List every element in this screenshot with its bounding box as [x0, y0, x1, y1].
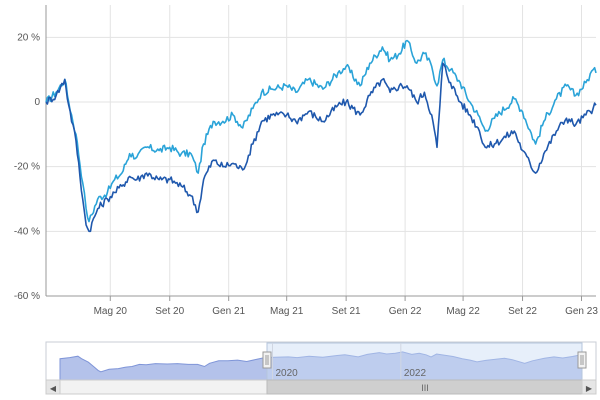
grid	[46, 5, 596, 297]
x-tick-label: Mag 22	[446, 306, 480, 317]
x-tick-label: Gen 23	[565, 306, 598, 317]
handle-body[interactable]	[262, 351, 272, 369]
scrollbar-grip[interactable]: III	[421, 383, 429, 393]
y-tick-label: -40 %	[14, 226, 40, 237]
handle-body[interactable]	[577, 351, 587, 369]
x-tick-label: Set 20	[155, 306, 184, 317]
y-tick-label: -20 %	[14, 162, 40, 173]
navigator-left-handle[interactable]	[262, 351, 272, 369]
navigator-right-handle[interactable]	[577, 351, 587, 369]
y-tick-label: 0	[34, 97, 40, 108]
scrollbar[interactable]: III ◀ ▶	[45, 379, 597, 395]
x-tick-label: Gen 21	[212, 306, 245, 317]
y-tick-label: -60 %	[14, 291, 40, 302]
scrollbar-right-arrow-icon[interactable]: ▶	[586, 384, 593, 393]
y-tick-label: 20 %	[17, 32, 40, 43]
series-line-2	[45, 62, 597, 233]
scrollbar-right-button[interactable]	[581, 379, 597, 395]
navigator-selection[interactable]	[266, 342, 583, 381]
navigator[interactable]: 2020 2022	[45, 341, 597, 381]
x-tick-label: Set 21	[332, 306, 361, 317]
navigator-tick-label: 2020	[276, 368, 299, 379]
series-lines	[45, 39, 597, 233]
series-line-1	[45, 39, 597, 223]
navigator-tick-label: 2022	[404, 368, 427, 379]
axes	[45, 5, 596, 301]
x-tick-label: Mag 21	[270, 306, 304, 317]
scrollbar-left-button[interactable]	[45, 379, 61, 395]
x-tick-label: Mag 20	[94, 306, 128, 317]
navigator-series-area	[59, 351, 583, 381]
scrollbar-left-arrow-icon[interactable]: ◀	[50, 384, 57, 393]
x-tick-label: Set 22	[508, 306, 537, 317]
x-axis-ticks: Mag 20 Set 20 Gen 21 Mag 21 Set 21 Gen 22 Mag …	[94, 306, 599, 317]
y-axis-ticks: 20 % 0 -20 % -40 % -60 %	[14, 32, 41, 302]
navigator-ticks: 2020 2022	[272, 343, 427, 380]
x-tick-label: Gen 22	[389, 306, 422, 317]
